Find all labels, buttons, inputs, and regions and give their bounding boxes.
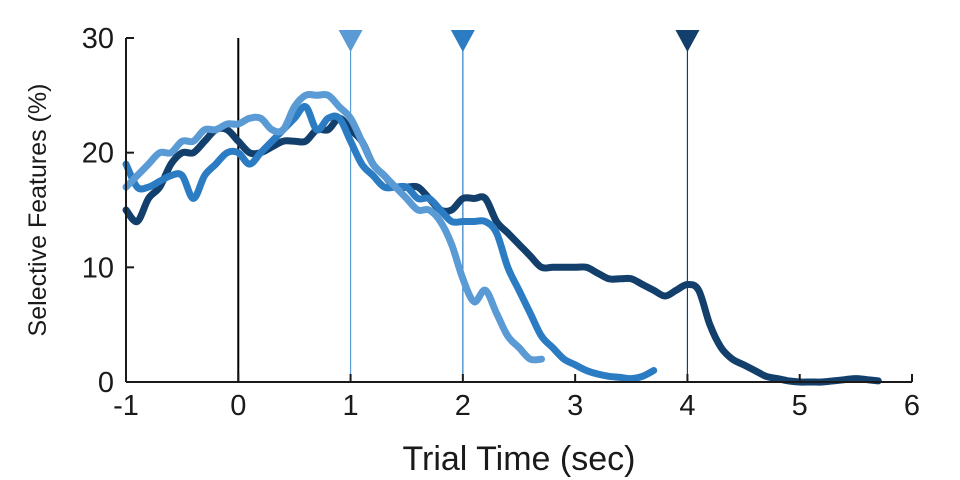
x-tick-label: 4 [679, 390, 695, 422]
series-layer [122, 90, 882, 386]
x-tick-label: 3 [567, 390, 583, 422]
y-ticks: 0 10 20 30 [82, 23, 134, 399]
axes [125, 38, 912, 383]
series-line [122, 90, 545, 364]
y-tick-label: 20 [82, 138, 114, 170]
x-axis-title: Trial Time (sec) [403, 440, 636, 478]
y-tick-label: 10 [82, 252, 114, 284]
x-tick-label: 1 [343, 390, 359, 422]
x-ticks: -1 0 1 2 3 4 5 6 [113, 374, 920, 422]
x-tick-label: -1 [113, 390, 139, 422]
marker-lines [349, 38, 689, 382]
delay-marker-triangle [338, 30, 363, 52]
x-tick-label: 5 [792, 390, 808, 422]
y-tick-label: 30 [82, 23, 114, 55]
x-tick-label: 0 [230, 390, 246, 422]
marker-triangles [338, 30, 700, 52]
y-tick-label: 0 [98, 367, 114, 399]
delay-marker-triangle [675, 30, 700, 52]
series-line [122, 114, 882, 386]
x-tick-label: 2 [455, 390, 471, 422]
y-axis-title: Selective Features (%) [24, 84, 52, 337]
series-line [122, 103, 658, 383]
x-tick-label: 6 [904, 390, 920, 422]
delay-marker-triangle [450, 30, 475, 52]
